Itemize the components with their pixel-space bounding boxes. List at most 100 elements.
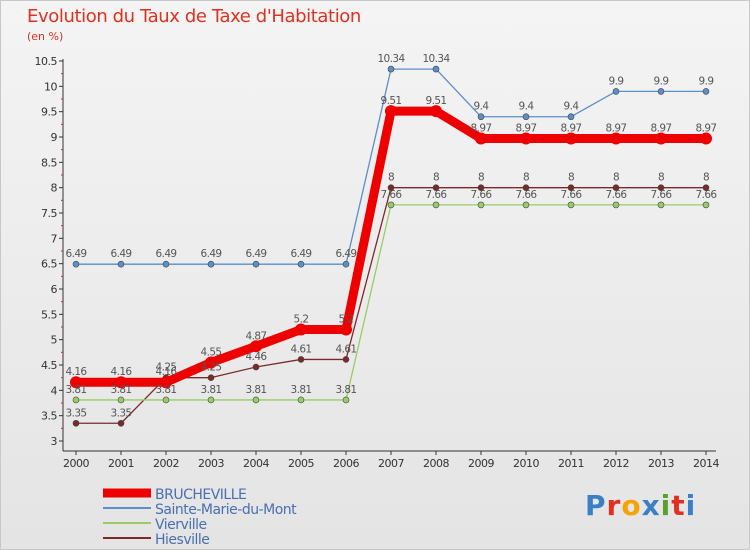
data-point <box>702 184 710 191</box>
legend-label-hiesville: Hiesville <box>155 532 209 548</box>
data-label: 3.35 <box>66 407 87 419</box>
x-tick-label: 2005 <box>288 457 314 470</box>
data-label: 9.4 <box>474 101 490 113</box>
data-label: 7.66 <box>561 189 583 201</box>
data-label: 8.97 <box>606 123 627 135</box>
data-point <box>205 356 217 369</box>
data-label: 4.55 <box>201 346 222 358</box>
data-label: 6.49 <box>201 248 222 260</box>
data-point <box>160 376 172 389</box>
logo-letter: x <box>641 489 661 522</box>
data-label: 5.2 <box>339 314 354 326</box>
data-point <box>702 201 710 209</box>
data-label: 6.49 <box>156 248 177 260</box>
data-label: 7.66 <box>651 189 673 201</box>
x-tick-label: 2002 <box>153 457 179 470</box>
data-label: 4.25 <box>201 362 222 374</box>
data-label: 4.16 <box>111 366 133 378</box>
data-label: 3.35 <box>111 407 132 419</box>
data-point <box>117 260 125 268</box>
data-point <box>117 419 125 427</box>
x-tick-label: 2009 <box>468 457 494 470</box>
y-tick-label: 10 <box>44 80 57 93</box>
x-tick-label: 2011 <box>558 457 584 470</box>
data-point <box>250 340 262 353</box>
data-point <box>252 363 260 371</box>
data-label: 7.66 <box>696 189 718 201</box>
data-point <box>477 201 485 209</box>
y-tick-label: 10.5 <box>35 55 58 68</box>
data-label: 8 <box>613 172 619 184</box>
data-point <box>297 356 305 363</box>
data-label: 8.97 <box>561 123 582 135</box>
data-label: 9.4 <box>519 101 535 113</box>
y-tick-label: 3.5 <box>41 410 57 423</box>
data-point <box>72 260 80 268</box>
data-point <box>432 201 440 209</box>
data-point <box>162 260 170 268</box>
data-label: 9.9 <box>609 75 624 87</box>
data-label: 8 <box>433 172 439 184</box>
data-point <box>610 132 622 145</box>
data-label: 5.2 <box>294 314 309 326</box>
y-tick-label: 9.5 <box>41 106 57 119</box>
x-tick-label: 2001 <box>108 457 134 470</box>
x-tick-label: 2013 <box>648 457 674 470</box>
data-point <box>522 201 530 209</box>
x-tick-label: 2006 <box>333 457 359 470</box>
data-point <box>387 65 395 73</box>
y-tick-label: 8.5 <box>41 156 57 169</box>
data-point <box>565 132 577 145</box>
data-point <box>612 201 620 209</box>
y-tick-label: 5 <box>51 334 58 347</box>
data-label: 8.97 <box>651 123 672 135</box>
data-point <box>342 396 350 404</box>
data-point <box>612 88 620 95</box>
series-line-brucheville <box>76 106 706 387</box>
data-point <box>432 65 440 73</box>
x-tick-label: 2003 <box>198 457 224 470</box>
x-tick-label: 2000 <box>63 457 89 470</box>
data-point <box>522 113 530 121</box>
data-label: 4.87 <box>246 330 267 342</box>
data-label: 8.97 <box>471 123 492 135</box>
logo-letter: o <box>621 489 642 522</box>
x-tick-label: 2010 <box>513 457 539 470</box>
legend-label-sainte-marie-du-mont: Sainte-Marie-du-Mont <box>155 502 297 518</box>
data-point <box>70 376 82 389</box>
data-point <box>430 105 442 118</box>
x-tick-label: 2012 <box>603 457 629 470</box>
data-point <box>252 260 260 268</box>
data-label: 8 <box>388 172 394 184</box>
data-point <box>342 260 350 268</box>
data-point <box>567 113 575 121</box>
logo-letter: r <box>606 489 622 522</box>
data-label: 10.34 <box>377 53 405 65</box>
data-point <box>297 260 305 268</box>
data-point <box>340 323 352 336</box>
data-point <box>657 184 665 191</box>
data-label: 8 <box>523 172 529 184</box>
data-point <box>72 419 80 427</box>
chart-subtitle: (en %) <box>27 30 64 43</box>
logo-letter: t <box>671 489 686 522</box>
data-point <box>297 396 305 404</box>
data-point <box>567 184 575 191</box>
data-point <box>387 184 395 191</box>
data-label: 8 <box>568 172 574 184</box>
data-point <box>385 105 397 118</box>
x-tick-label: 2004 <box>243 457 269 470</box>
data-label: 7.66 <box>516 189 538 201</box>
data-label: 7.66 <box>606 189 628 201</box>
data-point <box>520 132 532 145</box>
data-label: 3.81 <box>66 384 87 396</box>
data-point <box>612 184 620 191</box>
data-point <box>702 88 710 95</box>
data-label: 6.49 <box>336 248 357 260</box>
data-label: 8 <box>703 172 709 184</box>
proxiti-logo: Proxiti <box>585 489 696 522</box>
data-label: 4.46 <box>246 351 268 363</box>
data-point <box>700 132 712 145</box>
